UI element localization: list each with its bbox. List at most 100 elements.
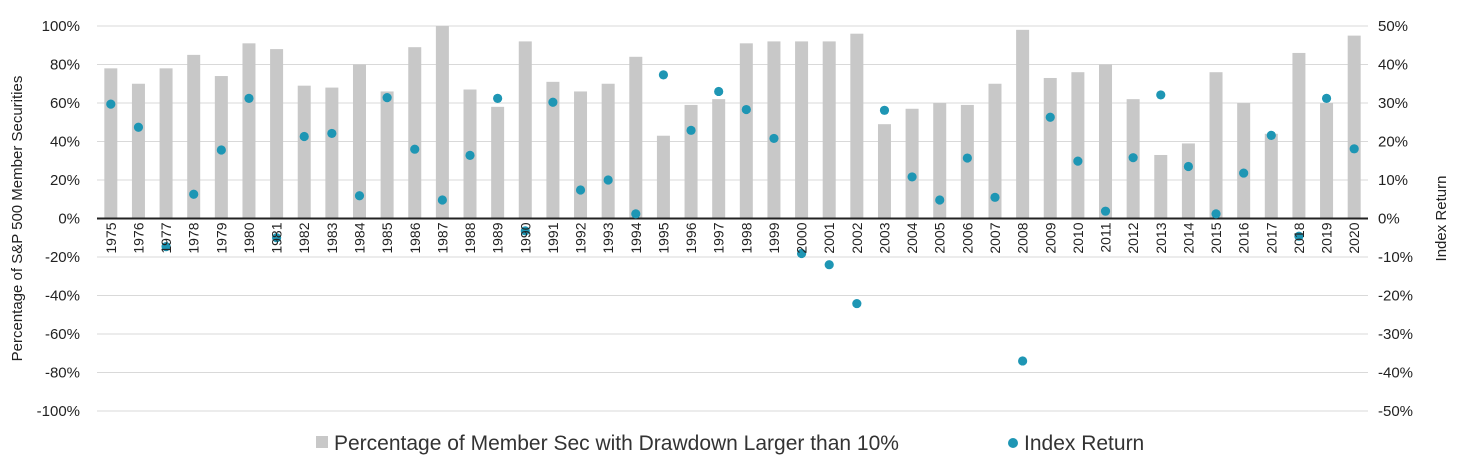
- left-tick-label: 40%: [50, 134, 80, 151]
- point-1983: [327, 128, 337, 139]
- right-tick-label: 0%: [1378, 211, 1400, 228]
- bar-2004: [905, 108, 919, 219]
- bar-2009: [1043, 77, 1057, 219]
- point-1977: [161, 242, 171, 252]
- point-1982: [299, 131, 309, 142]
- left-axis-ticks: -100% -80% -60% -40% -20% 0% 20% 40% 60% 80% 100%: [37, 18, 80, 420]
- bar-2002: [850, 33, 864, 219]
- point-2000: [796, 248, 807, 259]
- right-tick-label: -30%: [1378, 326, 1413, 343]
- category-label: 2018: [1291, 222, 1307, 253]
- bar-2019: [1320, 103, 1334, 219]
- point-2017: [1266, 130, 1276, 140]
- category-label: 1982: [296, 222, 312, 253]
- bar-1993: [601, 83, 615, 219]
- legend-bar-swatch: [316, 436, 328, 448]
- bar-1982: [297, 85, 311, 219]
- left-tick-label: 80%: [50, 57, 80, 74]
- category-label: 1988: [462, 222, 478, 253]
- bar-1986: [408, 47, 422, 219]
- point-2013: [1156, 90, 1166, 100]
- right-tick-label: -40%: [1378, 365, 1413, 382]
- category-label: 1993: [600, 222, 616, 253]
- bar-1990: [518, 41, 532, 219]
- left-tick-label: -60%: [45, 326, 80, 343]
- left-tick-label: -80%: [45, 365, 80, 382]
- category-label: 1983: [324, 222, 340, 253]
- category-label: 1991: [545, 222, 561, 253]
- point-2018: [1294, 231, 1304, 241]
- bar-2015: [1209, 72, 1223, 219]
- bar-1984: [352, 64, 366, 219]
- right-tick-label: 10%: [1378, 172, 1408, 189]
- point-2011: [1100, 206, 1111, 216]
- category-label: 2006: [959, 222, 975, 253]
- left-tick-label: -100%: [37, 403, 80, 420]
- bar-2010: [1071, 72, 1085, 219]
- point-1984: [354, 191, 365, 201]
- category-label: 1995: [655, 222, 671, 253]
- category-label: 2009: [1042, 222, 1058, 253]
- left-tick-label: 20%: [50, 172, 80, 189]
- category-label: 2017: [1263, 222, 1279, 253]
- category-label: 1997: [711, 222, 727, 253]
- bar-1985: [380, 91, 394, 219]
- bar-1983: [325, 87, 339, 219]
- point-1995: [658, 70, 669, 80]
- bar-2011: [1099, 64, 1113, 219]
- bar-1997: [712, 99, 726, 219]
- point-1993: [603, 175, 613, 185]
- left-axis-title: Percentage of S&P 500 Member Securities: [9, 76, 26, 362]
- right-tick-label: -20%: [1378, 288, 1413, 305]
- bar-1995: [656, 135, 670, 219]
- bar-2005: [933, 103, 947, 219]
- category-label: 1994: [628, 222, 644, 253]
- point-1998: [741, 104, 751, 115]
- point-1992: [575, 185, 586, 195]
- point-1978: [189, 189, 199, 199]
- left-tick-label: 100%: [42, 18, 80, 35]
- point-1990: [520, 226, 530, 236]
- category-label: 1999: [766, 222, 782, 253]
- bars: [104, 26, 1361, 219]
- category-label: 2020: [1346, 222, 1362, 253]
- bar-2018: [1292, 52, 1306, 219]
- category-label: 1989: [490, 222, 506, 253]
- category-label: 1998: [738, 222, 754, 253]
- index-return-points: [106, 70, 1359, 366]
- bar-2008: [1016, 29, 1030, 219]
- point-2008: [1018, 356, 1028, 366]
- category-label: 2012: [1125, 222, 1141, 253]
- point-1980: [244, 93, 254, 103]
- bar-1976: [131, 83, 145, 219]
- legend-dot-swatch: [1008, 438, 1018, 448]
- bar-1975: [104, 68, 118, 219]
- point-2016: [1239, 168, 1249, 178]
- category-labels: 1975 1976 1977 1978 1979 1980 1981 1982 1983 1984…: [103, 222, 1362, 253]
- left-tick-label: 60%: [50, 95, 80, 112]
- bar-1987: [435, 26, 449, 219]
- bar-2007: [988, 83, 1002, 219]
- bar-2016: [1237, 103, 1251, 219]
- category-label: 2004: [904, 222, 920, 253]
- right-tick-label: -50%: [1378, 403, 1413, 420]
- right-axis-title: Index Return: [1433, 176, 1450, 262]
- point-2015: [1211, 209, 1221, 219]
- category-label: 1981: [269, 222, 285, 253]
- category-label: 1984: [351, 222, 367, 253]
- legend-bar-label: Percentage of Member Sec with Drawdown L…: [334, 432, 899, 455]
- point-2012: [1128, 153, 1138, 163]
- category-label: 1990: [517, 222, 533, 253]
- bar-1999: [767, 41, 781, 219]
- category-label: 1976: [130, 222, 146, 253]
- category-label: 2013: [1153, 222, 1169, 253]
- point-1986: [410, 144, 420, 154]
- right-tick-label: 30%: [1378, 95, 1408, 112]
- point-2014: [1183, 161, 1194, 172]
- bar-1980: [242, 43, 256, 219]
- point-1976: [133, 122, 144, 132]
- bar-2013: [1154, 154, 1168, 219]
- bar-2014: [1181, 143, 1195, 219]
- point-1988: [465, 150, 475, 160]
